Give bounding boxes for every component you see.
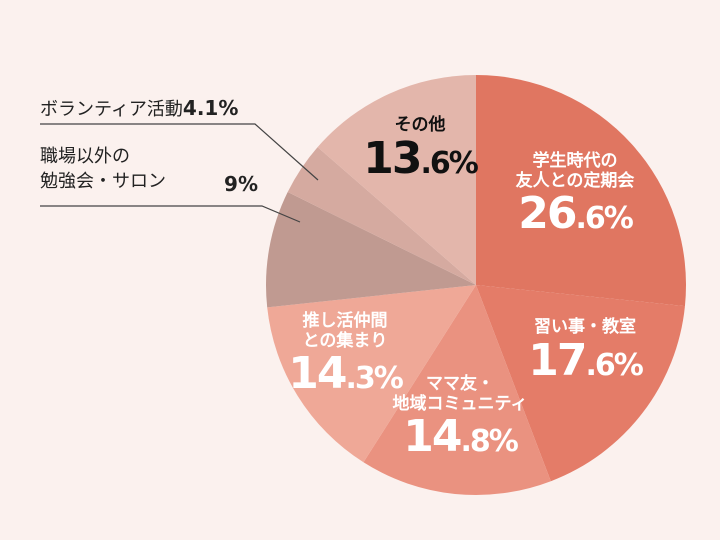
slice-name: その他 [394, 115, 446, 135]
slice-percent: 26.6% [518, 188, 634, 240]
slice-label-community: ママ友・ 地域コミュニティ 14.8% [385, 374, 535, 463]
pie-slice [476, 75, 686, 307]
slice-name: 習い事・教室 [534, 317, 636, 337]
slice-name: 勉強会・サロン [40, 171, 166, 193]
slice-percent: 4.1% [182, 96, 239, 120]
slice-name: との集まり [302, 330, 388, 351]
slice-percent: 13.6% [363, 132, 479, 184]
slice-label-other: その他 13.6% [360, 115, 480, 184]
slice-percent: 14.8% [403, 411, 519, 463]
slice-label-volunteer: ボランティア活動4.1% [40, 94, 238, 122]
pie-slice [267, 285, 476, 463]
pie-slice [266, 192, 476, 308]
slice-label-lessons: 習い事・教室 17.6% [510, 317, 660, 386]
slice-name: 地域コミュニティ [392, 393, 528, 414]
slice-percent: 17.6% [528, 334, 644, 386]
pie-slice [363, 285, 551, 495]
slice-label-friends: 学生時代の 友人との定期会 26.6% [490, 151, 660, 240]
slice-name: 推し活仲間 [302, 311, 388, 331]
slice-label-study: 職場以外の 勉強会・サロン 9% [40, 144, 260, 196]
pie-slice [476, 285, 685, 482]
slice-name: 職場以外の [40, 146, 130, 167]
pie-slice [287, 147, 476, 285]
slice-percent: 9% [224, 172, 258, 196]
leader-line [40, 205, 301, 223]
slice-name: ボランティア活動 [40, 99, 183, 120]
slice-name: ママ友・ [426, 374, 494, 394]
leader-line [40, 123, 319, 181]
slice-label-oshi: 推し活仲間 との集まり 14.3% [285, 311, 405, 400]
pie-slice [317, 75, 476, 285]
slice-percent: 14.3% [288, 348, 404, 400]
slice-name: 友人との定期会 [515, 170, 635, 191]
slice-name: 学生時代の [532, 151, 618, 171]
